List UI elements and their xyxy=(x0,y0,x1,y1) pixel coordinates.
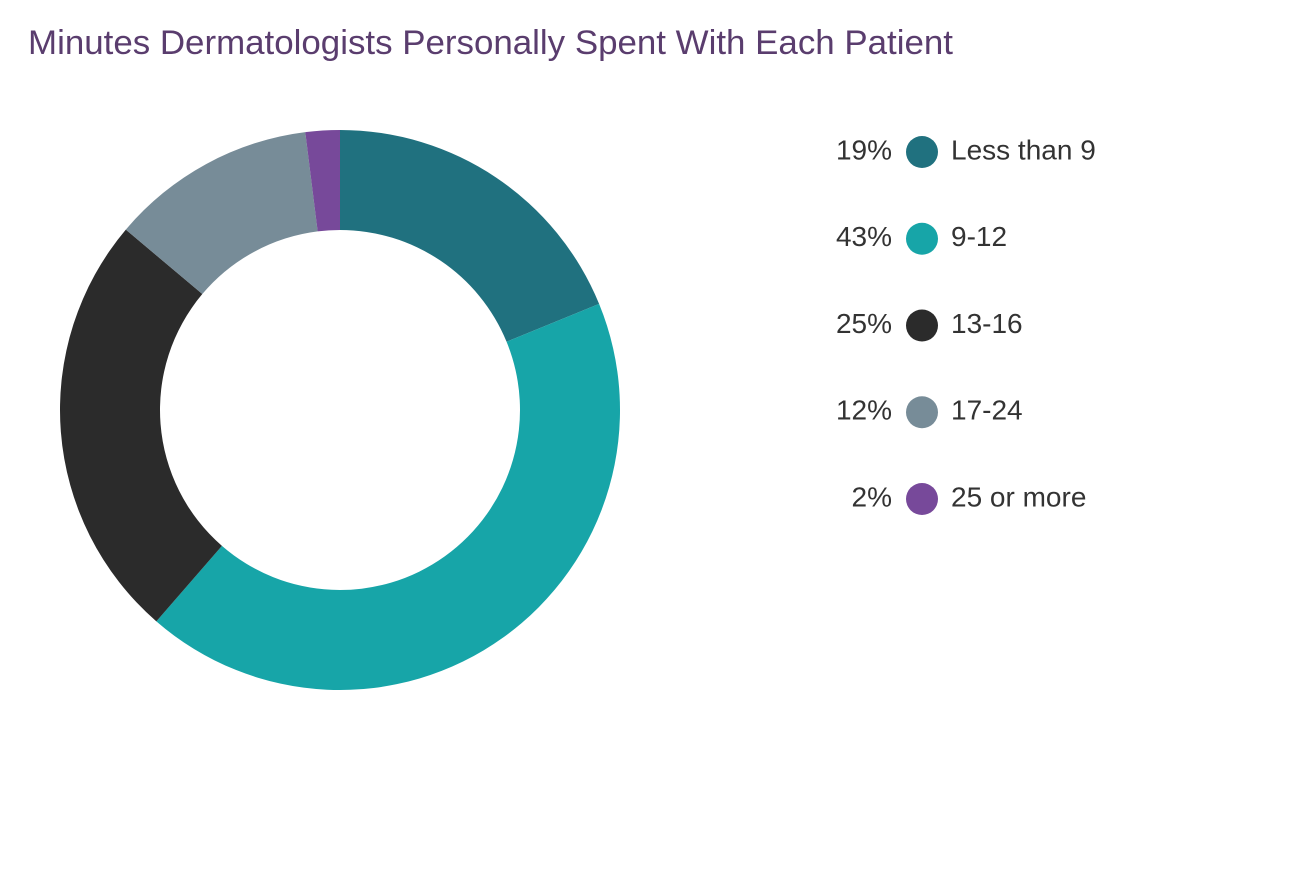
donut-segment xyxy=(340,130,600,342)
legend-value: 43% xyxy=(836,221,892,252)
donut-segment xyxy=(60,229,222,622)
chart-title: Minutes Dermatologists Personally Spent … xyxy=(28,24,954,62)
legend-value: 2% xyxy=(852,481,892,512)
legend-value: 12% xyxy=(836,395,892,426)
donut-segment xyxy=(305,130,340,232)
legend-value: 19% xyxy=(836,134,892,165)
legend-label: 9-12 xyxy=(951,221,1007,252)
legend-swatch xyxy=(906,136,938,168)
legend-label: 13-16 xyxy=(951,308,1023,339)
donut-segment xyxy=(156,303,621,690)
legend-label: 17-24 xyxy=(951,395,1023,426)
legend-swatch xyxy=(906,309,938,342)
legend-swatch xyxy=(906,222,938,255)
legend-swatch xyxy=(906,396,938,429)
legend-label: 25 or more xyxy=(951,481,1086,512)
legend-swatch xyxy=(906,483,938,515)
legend-value: 25% xyxy=(836,308,892,339)
legend-label: Less than 9 xyxy=(951,134,1096,165)
donut-segment xyxy=(125,132,318,295)
